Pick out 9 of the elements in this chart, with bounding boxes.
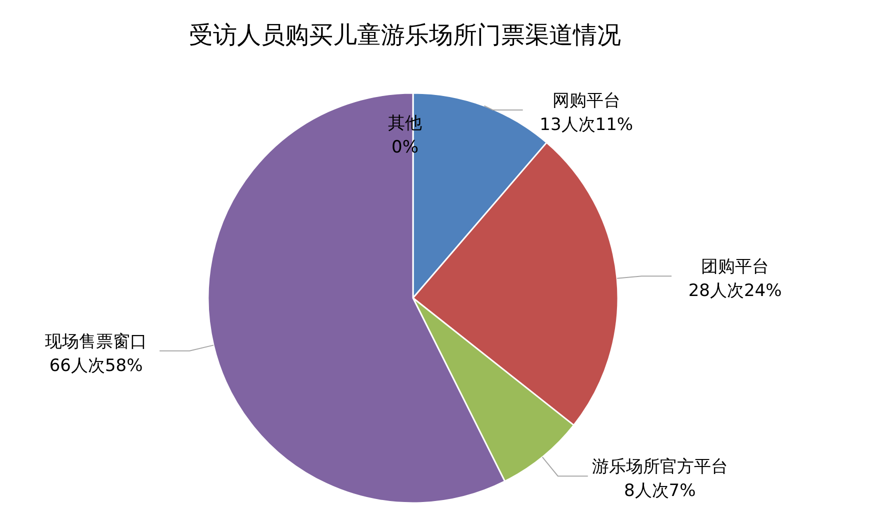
slice-label: 游乐场所官方平台	[592, 457, 728, 478]
slice-label: 团购平台	[701, 257, 770, 278]
slice-label: 现场售票窗口	[45, 332, 148, 352]
data-label: 13人次11%	[540, 115, 634, 135]
data-label: 28人次24%	[688, 281, 782, 302]
data-label: 66人次58%	[49, 356, 143, 376]
chart-title: 受访人员购买儿童游乐场所门票渠道情况	[189, 21, 621, 49]
slice-label: 网购平台	[552, 91, 620, 111]
data-label: 8人次7%	[624, 481, 696, 502]
